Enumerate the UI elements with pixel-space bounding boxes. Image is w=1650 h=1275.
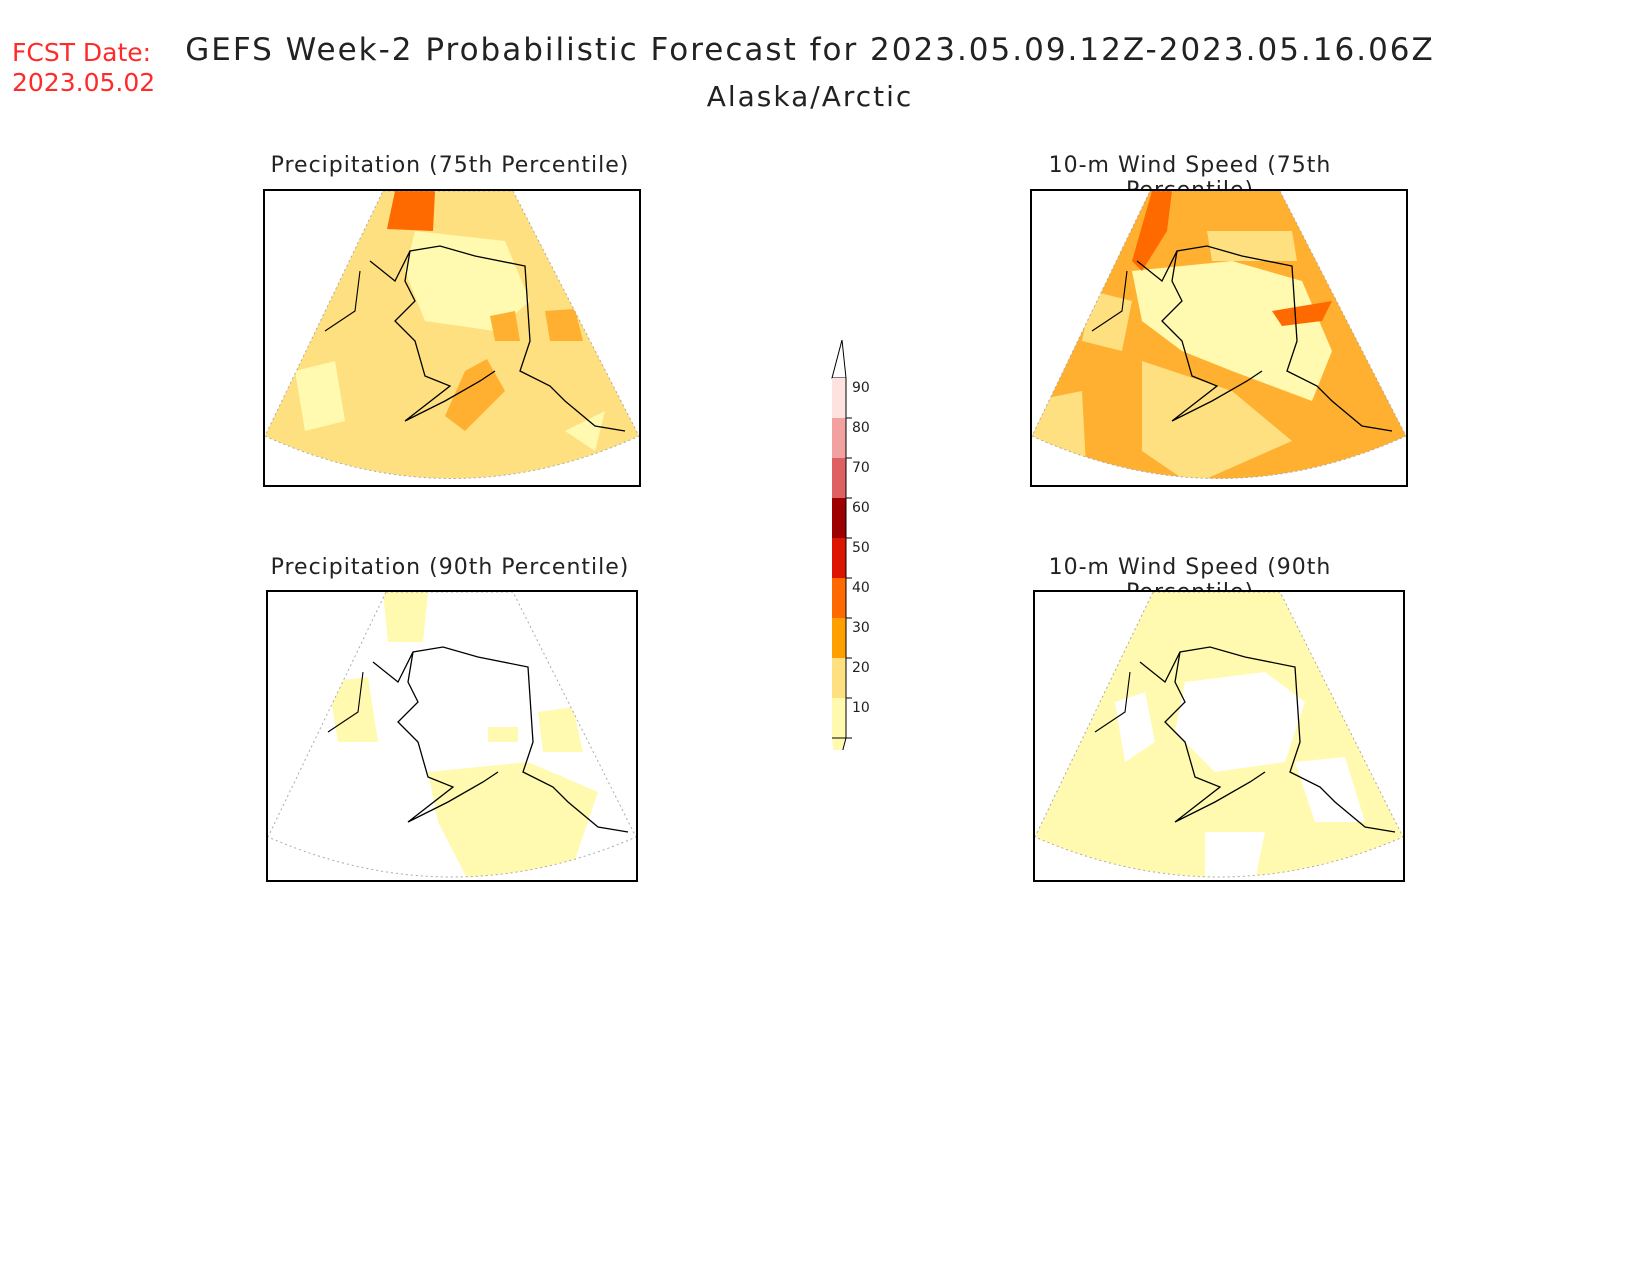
- color-legend-bar: [831, 339, 852, 777]
- map-precip-75: [263, 189, 641, 487]
- panel-title-precip-90: Precipitation (90th Percentile): [270, 555, 630, 580]
- map-wind-90-graphic: [1035, 592, 1403, 878]
- legend-swatch: [832, 378, 846, 418]
- legend-bottom-wedge: [832, 737, 847, 777]
- legend-label: 70: [852, 460, 870, 476]
- legend-swatch: [832, 498, 846, 538]
- legend-swatch: [832, 578, 846, 618]
- forecast-date-value: 2023.05.02: [12, 68, 156, 97]
- legend-label: 50: [852, 540, 870, 556]
- legend-label: 60: [852, 500, 870, 516]
- legend-label: 30: [852, 620, 870, 636]
- main-title: GEFS Week-2 Probabilistic Forecast for 2…: [185, 32, 1435, 68]
- color-legend: [820, 330, 910, 777]
- map-precip-90-graphic: [268, 592, 636, 878]
- forecast-date-label: FCST Date:: [12, 38, 152, 67]
- map-wind-75-graphic: [1032, 191, 1406, 479]
- region-subtitle: Alaska/Arctic: [706, 80, 914, 113]
- map-precip-90: [266, 590, 638, 882]
- legend-label: 40: [852, 580, 870, 596]
- legend-swatch: [832, 538, 846, 578]
- legend-label: 80: [852, 420, 870, 436]
- legend-label: 90: [852, 380, 870, 396]
- legend-swatch: [832, 698, 846, 738]
- map-wind-90: [1033, 590, 1405, 882]
- map-wind-75: [1030, 189, 1408, 487]
- panel-title-precip-75: Precipitation (75th Percentile): [270, 153, 630, 178]
- legend-top-wedge: [831, 339, 847, 379]
- legend-label: 10: [852, 700, 870, 716]
- legend-swatch: [832, 618, 846, 658]
- legend-label: 20: [852, 660, 870, 676]
- legend-swatch: [832, 418, 846, 458]
- legend-swatch: [832, 658, 846, 698]
- map-precip-75-graphic: [265, 191, 639, 479]
- legend-swatch: [832, 458, 846, 498]
- forecast-date: FCST Date: 2023.05.02: [12, 38, 155, 98]
